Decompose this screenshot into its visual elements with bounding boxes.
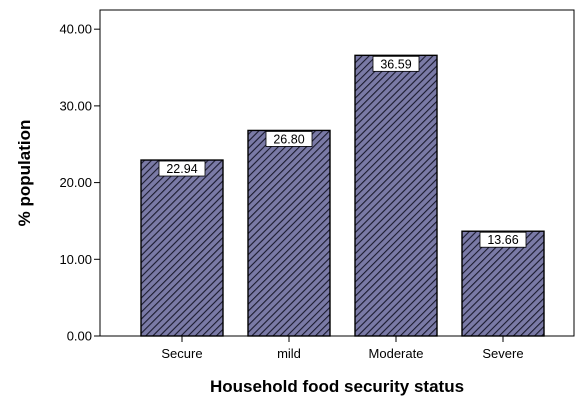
y-axis-title: % population [15,120,34,227]
x-tick-label: Secure [161,346,202,361]
x-tick-label: Moderate [369,346,424,361]
data-label: 22.94 [166,162,197,176]
bar-secure [141,160,223,336]
y-axis: 0.00 10.00 20.00 30.00 40.00 [59,22,100,344]
data-label: 36.59 [380,57,411,71]
y-tick-label: 10.00 [59,252,92,267]
x-tick-label: Severe [482,346,523,361]
y-tick-label: 30.00 [59,98,92,113]
data-label: 13.66 [487,233,518,247]
bar-mild [248,130,330,336]
y-tick-label: 0.00 [67,329,92,344]
y-tick-label: 20.00 [59,175,92,190]
y-tick-label: 40.00 [59,22,92,37]
x-tick-label: mild [277,346,301,361]
bar-moderate [355,55,437,336]
data-label: 26.80 [273,132,304,146]
x-axis-title: Household food security status [210,377,464,396]
x-axis: Secure mild Moderate Severe [161,336,523,361]
